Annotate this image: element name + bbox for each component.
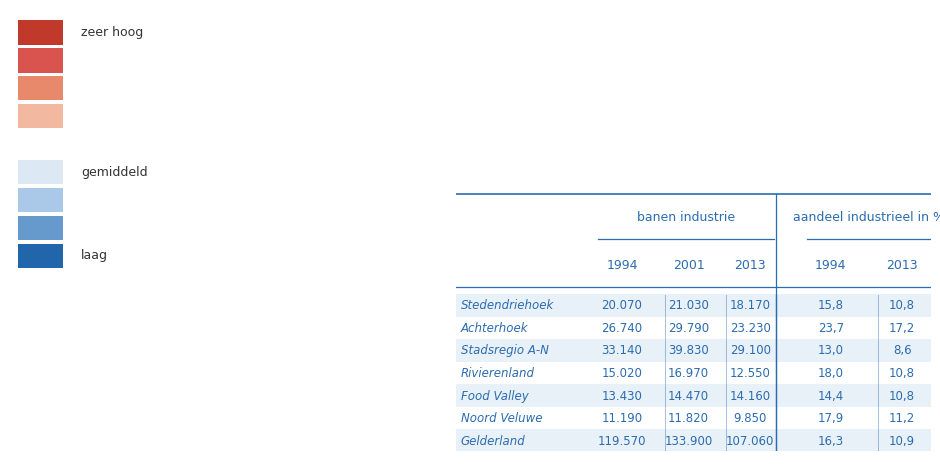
FancyBboxPatch shape [18, 48, 63, 73]
Text: Stadsregio A-N: Stadsregio A-N [461, 345, 549, 358]
Text: 17,9: 17,9 [818, 412, 844, 425]
Text: 23,7: 23,7 [818, 322, 844, 335]
FancyBboxPatch shape [456, 362, 931, 385]
Text: 14,4: 14,4 [818, 390, 844, 403]
Text: 11,2: 11,2 [889, 412, 916, 425]
FancyBboxPatch shape [18, 76, 63, 100]
Text: 14.160: 14.160 [729, 390, 771, 403]
Text: 16,3: 16,3 [818, 435, 844, 448]
Text: 29.790: 29.790 [668, 322, 709, 335]
FancyBboxPatch shape [18, 104, 63, 128]
Text: 15.020: 15.020 [602, 367, 642, 380]
Text: 10,9: 10,9 [889, 435, 916, 448]
Text: 11.820: 11.820 [668, 412, 709, 425]
Text: 11.190: 11.190 [602, 412, 643, 425]
Text: 14.470: 14.470 [668, 390, 709, 403]
Text: zeer hoog: zeer hoog [81, 26, 144, 39]
Text: aandeel industrieel in %: aandeel industrieel in % [792, 211, 940, 224]
Text: Rivierenland: Rivierenland [461, 367, 535, 380]
Text: 13,0: 13,0 [818, 345, 844, 358]
FancyBboxPatch shape [18, 188, 63, 212]
Text: 16.970: 16.970 [668, 367, 709, 380]
Text: Achterhoek: Achterhoek [461, 322, 528, 335]
Text: 17,2: 17,2 [889, 322, 916, 335]
Text: 12.550: 12.550 [729, 367, 771, 380]
FancyBboxPatch shape [18, 160, 63, 184]
Text: 8,6: 8,6 [893, 345, 912, 358]
FancyBboxPatch shape [456, 317, 931, 339]
Text: 39.830: 39.830 [668, 345, 709, 358]
Text: 10,8: 10,8 [889, 390, 916, 403]
Text: 10,8: 10,8 [889, 299, 916, 312]
FancyBboxPatch shape [456, 407, 931, 429]
Text: 1994: 1994 [606, 259, 638, 272]
Text: Noord Veluwe: Noord Veluwe [461, 412, 542, 425]
FancyBboxPatch shape [456, 294, 931, 317]
Text: 20.070: 20.070 [602, 299, 642, 312]
Text: 33.140: 33.140 [602, 345, 642, 358]
Text: 13.430: 13.430 [602, 390, 642, 403]
Text: 1994: 1994 [815, 259, 847, 272]
Text: 18,0: 18,0 [818, 367, 844, 380]
Text: 107.060: 107.060 [726, 435, 775, 448]
Text: 10,8: 10,8 [889, 367, 916, 380]
Text: Stedendriehoek: Stedendriehoek [461, 299, 554, 312]
FancyBboxPatch shape [456, 339, 931, 362]
Text: gemiddeld: gemiddeld [81, 166, 148, 179]
Text: 26.740: 26.740 [602, 322, 643, 335]
Text: 2013: 2013 [734, 259, 766, 272]
Text: 133.900: 133.900 [665, 435, 713, 448]
Text: laag: laag [81, 249, 108, 262]
Text: 2013: 2013 [886, 259, 918, 272]
Text: Gelderland: Gelderland [461, 435, 525, 448]
FancyBboxPatch shape [456, 385, 931, 407]
Text: banen industrie: banen industrie [637, 211, 735, 224]
Text: Food Valley: Food Valley [461, 390, 528, 403]
Text: 21.030: 21.030 [668, 299, 709, 312]
Text: 119.570: 119.570 [598, 435, 647, 448]
Text: 18.170: 18.170 [729, 299, 771, 312]
Text: 2001: 2001 [673, 259, 704, 272]
FancyBboxPatch shape [18, 216, 63, 240]
Text: 15,8: 15,8 [818, 299, 844, 312]
FancyBboxPatch shape [18, 244, 63, 268]
Text: 29.100: 29.100 [729, 345, 771, 358]
FancyBboxPatch shape [18, 20, 63, 45]
Text: 23.230: 23.230 [729, 322, 771, 335]
Text: 9.850: 9.850 [733, 412, 767, 425]
FancyBboxPatch shape [456, 429, 931, 452]
